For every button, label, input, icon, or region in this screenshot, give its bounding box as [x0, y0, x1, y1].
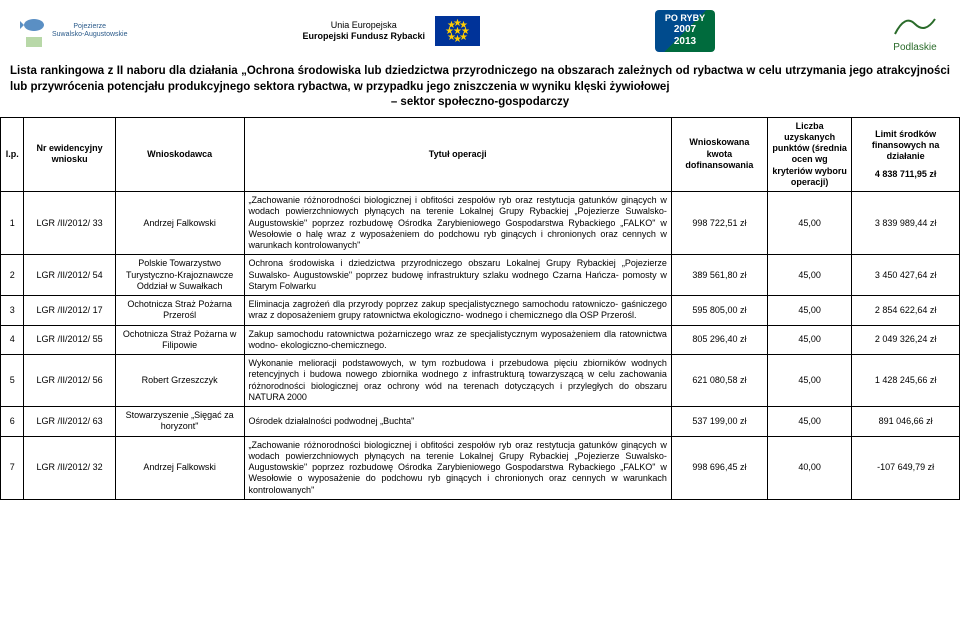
cell-lp: 5 — [1, 355, 24, 407]
limit-value: 4 838 711,95 zł — [856, 169, 955, 180]
cell-tytul: Eliminacja zagrożeń dla przyrody poprzez… — [244, 296, 671, 326]
cell-tytul: Ośrodek działalności podwodnej „Buchta" — [244, 407, 671, 437]
cell-kwota: 998 722,51 zł — [671, 192, 767, 255]
table-row: 3LGR /II/2012/ 17Ochotnicza Straż Pożarn… — [1, 296, 960, 326]
cell-limit: 2 049 326,24 zł — [852, 325, 960, 355]
cell-limit: -107 649,79 zł — [852, 436, 960, 499]
eu-flag-icon — [435, 16, 480, 46]
cell-nr: LGR /II/2012/ 54 — [24, 255, 115, 296]
cell-nr: LGR /II/2012/ 63 — [24, 407, 115, 437]
cell-lp: 2 — [1, 255, 24, 296]
header-row: l.p. Nr ewidencyjny wniosku Wnioskodawca… — [1, 117, 960, 192]
cell-kwota: 595 805,00 zł — [671, 296, 767, 326]
col-tytul: Tytuł operacji — [244, 117, 671, 192]
cell-limit: 891 046,66 zł — [852, 407, 960, 437]
col-limit: Limit środków finansowych na działanie 4… — [852, 117, 960, 192]
cell-limit: 1 428 245,66 zł — [852, 355, 960, 407]
cell-punkty: 40,00 — [767, 436, 851, 499]
podlaskie-icon — [890, 9, 940, 39]
cell-nr: LGR /II/2012/ 17 — [24, 296, 115, 326]
cell-wnioskodawca: Robert Grzeszczyk — [115, 355, 244, 407]
cell-wnioskodawca: Stowarzyszenie „Sięgać za horyzont" — [115, 407, 244, 437]
cell-limit: 3 839 989,44 zł — [852, 192, 960, 255]
cell-tytul: „Zachowanie różnorodności biologicznej i… — [244, 436, 671, 499]
podlaskie-text: Podlaskie — [890, 42, 940, 53]
cell-tytul: Wykonanie melioracji podstawowych, w tym… — [244, 355, 671, 407]
podlaskie-logo: Podlaskie — [890, 9, 940, 53]
cell-limit: 2 854 622,64 zł — [852, 296, 960, 326]
ranking-table: l.p. Nr ewidencyjny wniosku Wnioskodawca… — [0, 117, 960, 500]
table-row: 2LGR /II/2012/ 54Polskie Towarzystwo Tur… — [1, 255, 960, 296]
main-title: Lista rankingowa z II naboru dla działan… — [0, 62, 960, 117]
pojezierze-logo: Pojezierze Suwalsko-Augustowskie — [20, 11, 127, 51]
col-lp: l.p. — [1, 117, 24, 192]
table-row: 6LGR /II/2012/ 63Stowarzyszenie „Sięgać … — [1, 407, 960, 437]
logo-left-group: Pojezierze Suwalsko-Augustowskie — [20, 11, 127, 51]
table-row: 5LGR /II/2012/ 56Robert GrzeszczykWykona… — [1, 355, 960, 407]
cell-punkty: 45,00 — [767, 407, 851, 437]
po-ryby-logo: PO RYBY 2007 2013 — [655, 10, 715, 52]
cell-lp: 1 — [1, 192, 24, 255]
cell-wnioskodawca: Andrzej Falkowski — [115, 192, 244, 255]
cell-punkty: 45,00 — [767, 325, 851, 355]
table-row: 7LGR /II/2012/ 32Andrzej Falkowski„Zacho… — [1, 436, 960, 499]
pojezierze-text-1: Pojezierze — [52, 23, 127, 31]
cell-wnioskodawca: Ochotnicza Straż Pożarna w Filipowie — [115, 325, 244, 355]
col-nr: Nr ewidencyjny wniosku — [24, 117, 115, 192]
cell-tytul: „Zachowanie różnorodności biologicznej i… — [244, 192, 671, 255]
table-row: 1LGR /II/2012/ 33Andrzej Falkowski„Zacho… — [1, 192, 960, 255]
cell-lp: 3 — [1, 296, 24, 326]
cell-lp: 7 — [1, 436, 24, 499]
col-kwota: Wnioskowana kwota dofinansowania — [671, 117, 767, 192]
cell-kwota: 998 696,45 zł — [671, 436, 767, 499]
eu-block: Unia Europejska Europejski Fundusz Rybac… — [302, 16, 480, 46]
col-wnioskodawca: Wnioskodawca — [115, 117, 244, 192]
col-punkty: Liczba uzyskanych punktów (średnia ocen … — [767, 117, 851, 192]
cell-nr: LGR /II/2012/ 56 — [24, 355, 115, 407]
cell-kwota: 621 080,58 zł — [671, 355, 767, 407]
cell-punkty: 45,00 — [767, 255, 851, 296]
cell-wnioskodawca: Polskie Towarzystwo Turystyczno-Krajozna… — [115, 255, 244, 296]
eu-line2: Europejski Fundusz Rybacki — [302, 31, 425, 41]
cell-lp: 4 — [1, 325, 24, 355]
cell-kwota: 805 296,40 zł — [671, 325, 767, 355]
cell-punkty: 45,00 — [767, 355, 851, 407]
cell-wnioskodawca: Ochotnicza Straż Pożarna Przerośl — [115, 296, 244, 326]
fish-icon — [20, 11, 48, 51]
cell-nr: LGR /II/2012/ 32 — [24, 436, 115, 499]
pojezierze-text-2: Suwalsko-Augustowskie — [52, 31, 127, 39]
cell-punkty: 45,00 — [767, 296, 851, 326]
cell-wnioskodawca: Andrzej Falkowski — [115, 436, 244, 499]
cell-tytul: Zakup samochodu ratownictwa pożarniczego… — [244, 325, 671, 355]
cell-nr: LGR /II/2012/ 33 — [24, 192, 115, 255]
cell-kwota: 537 199,00 zł — [671, 407, 767, 437]
cell-nr: LGR /II/2012/ 55 — [24, 325, 115, 355]
header-logos: Pojezierze Suwalsko-Augustowskie Unia Eu… — [0, 0, 960, 62]
table-row: 4LGR /II/2012/ 55Ochotnicza Straż Pożarn… — [1, 325, 960, 355]
limit-label: Limit środków finansowych na działanie — [856, 129, 955, 163]
cell-tytul: Ochrona środowiska i dziedzictwa przyrod… — [244, 255, 671, 296]
cell-limit: 3 450 427,64 zł — [852, 255, 960, 296]
cell-lp: 6 — [1, 407, 24, 437]
eu-line1: Unia Europejska — [302, 20, 425, 31]
cell-kwota: 389 561,80 zł — [671, 255, 767, 296]
cell-punkty: 45,00 — [767, 192, 851, 255]
